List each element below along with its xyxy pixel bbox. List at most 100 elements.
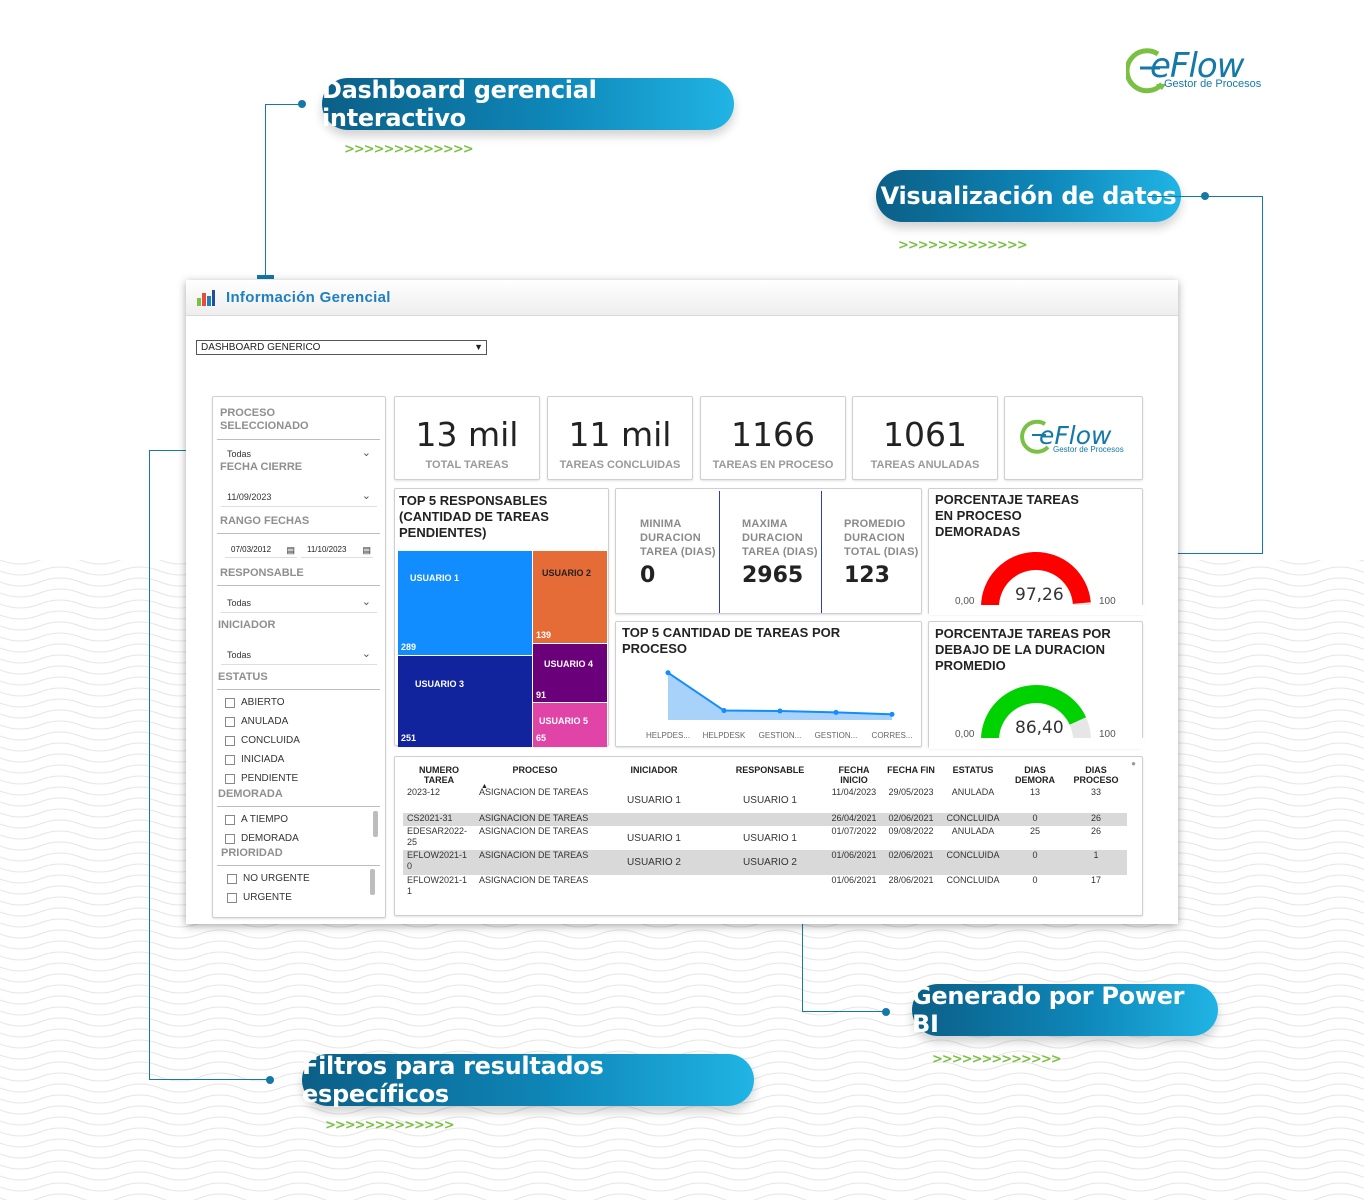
table-cell: 02/06/2021 [888,813,934,823]
checkbox-estatus-4[interactable]: PENDIENTE [225,773,298,784]
rango-to-input[interactable]: 11/10/2023 ▤ [301,542,373,558]
table-row[interactable]: CS2021-31 ASIGNACION DE TAREAS 26/04/2021 0… [403,813,1127,826]
table-cell: 26 [1090,813,1101,823]
chevrons-dashboard: >>>>>>>>>>>>> [344,142,474,157]
rango-from-input[interactable]: 07/03/2012 ▤ [225,542,297,558]
data-point[interactable] [889,711,895,717]
checkbox-estatus-3[interactable]: INICIADA [225,754,284,765]
dashboard-window: Información Gerencial DASHBOARD GENERICO… [186,280,1178,924]
table-cell: EDESAR2022-25 [407,826,468,847]
treemap-value-usuario-2: 139 [536,630,552,640]
eflow-logo-small-name: eFlow [1039,421,1112,450]
area-fill [668,672,892,720]
checkbox-label: INICIADA [241,754,285,765]
gauge-base [929,738,1144,749]
divider [217,806,380,807]
bar-chart-icon [197,289,215,306]
checkbox-box[interactable] [225,716,235,727]
divider [821,491,822,613]
kpi-label: TAREAS EN PROCESO [712,459,834,471]
checkbox-estatus-1[interactable]: ANULADA [225,716,288,727]
data-point[interactable] [777,708,783,714]
table-row[interactable]: EFLOW2021-10 ASIGNACION DE TAREAS USUARIO … [403,850,1127,875]
column-header[interactable]: NUMERO TAREA [419,765,459,785]
chevron-down-icon: ⌄ [361,596,371,608]
scroll-indicator-icon[interactable]: ● [1131,759,1136,768]
column-header[interactable]: RESPONSABLE [735,765,805,775]
table-cell: 25 [1029,826,1040,836]
table-cell: 0 [1032,813,1038,823]
treemap-cell-usuario-2[interactable] [533,551,607,643]
checkbox-label: CONCLUIDA [241,735,300,746]
table-row[interactable]: 2023-12 ASIGNACION DE TAREAS USUARIO 1 USUA… [403,787,1127,813]
scrollbar[interactable] [373,811,378,837]
duration-label: PROMEDIO DURACION TOTAL (DIAS) [844,518,919,558]
fecha-cierre-dropdown[interactable]: 11/09/2023 ⌄ [221,487,377,507]
sort-asc-icon: ▲ [481,783,488,790]
checkbox-demorada-0[interactable]: A TIEMPO [225,814,288,825]
checkbox-prioridad-0[interactable]: NO URGENTE [227,873,310,884]
gauge-debajo-title: PORCENTAJE TAREAS POR DEBAJO DE LA DURAC… [935,626,1111,673]
treemap-title: TOP 5 RESPONSABLES (CANTIDAD DE TAREAS P… [399,493,549,540]
scrollbar[interactable] [370,869,375,895]
checkbox-box[interactable] [225,697,235,708]
checkbox-demorada-1[interactable]: DEMORADA [225,833,299,844]
checkbox-box[interactable] [225,735,235,746]
dashboard-select-value: DASHBOARD GENERICO [201,342,321,353]
checkbox-box[interactable] [227,873,237,884]
table-cell [595,813,713,826]
column-header[interactable]: PROCESO [512,765,558,775]
calendar-icon: ▤ [362,545,371,555]
checkbox-label: ANULADA [241,716,289,727]
treemap-value-usuario-4: 91 [536,690,547,700]
table-cell: CONCLUIDA [946,813,1000,823]
table-row[interactable]: EDESAR2022-25 ASIGNACION DE TAREAS USUARIO… [403,826,1127,850]
checkbox-prioridad-1[interactable]: URGENTE [227,892,292,903]
treemap-cell-usuario-4[interactable] [533,644,607,702]
column-header[interactable]: ESTATUS [952,765,994,775]
table-cell: 0 [1032,850,1038,860]
dashboard-select[interactable]: DASHBOARD GENERICO ▼ [196,340,487,355]
checkbox-box[interactable] [227,892,237,903]
treemap-value-usuario-1: 289 [401,642,417,652]
treemap-cell-usuario-1[interactable] [398,551,532,655]
checkbox-box[interactable] [225,754,235,765]
treemap-cell-usuario-5[interactable] [533,703,607,747]
column-header[interactable]: FECHA FIN [887,765,935,775]
chevrons-powerbi: >>>>>>>>>>>>> [932,1052,1062,1067]
checkbox-box[interactable] [225,833,235,844]
table-cell: ASIGNACION DE TAREAS [479,875,589,885]
column-header[interactable]: DIAS PROCESO [1073,765,1119,785]
iniciador-value: Todas [227,650,252,660]
table-cell: ASIGNACION DE TAREAS [479,826,589,836]
gauge-debajo [929,685,1144,749]
gauge-debajo-min: 0,00 [955,729,975,740]
eflow-logo: eFlow Gestor de Procesos [1124,40,1276,100]
gauge-demoradas-value: 97,26 [1015,585,1064,605]
table-row[interactable]: EFLOW2021-11 ASIGNACION DE TAREAS 01/06/20… [403,875,1127,899]
data-point[interactable] [833,709,839,715]
table-cell: USUARIO 2 [743,857,797,868]
chevron-down-icon: ⌄ [361,648,371,660]
responsable-dropdown[interactable]: Todas ⌄ [221,593,377,613]
data-point[interactable] [721,708,727,714]
treemap-cell-usuario-3[interactable] [398,656,532,747]
table-cell: USUARIO 1 [627,794,681,806]
treemap-card: TOP 5 RESPONSABLES (CANTIDAD DE TAREAS P… [394,488,609,747]
x-tick-label: CORRES... [872,731,913,740]
column-header[interactable]: DIAS DEMORA [1015,765,1055,785]
data-point[interactable] [665,670,671,676]
gauge-fill [981,552,1091,607]
table-cell: ANULADA [951,787,995,797]
column-header[interactable]: INICIADOR [630,765,678,775]
checkbox-estatus-0[interactable]: ABIERTO [225,697,285,708]
table-cell: 09/08/2022 [888,826,934,836]
checkbox-box[interactable] [225,773,235,784]
column-header[interactable]: FECHA INICIO [838,765,870,785]
table-cell [713,875,827,899]
proceso-dropdown[interactable]: Todas ⌄ [221,447,377,461]
checkbox-estatus-2[interactable]: CONCLUIDA [225,735,300,746]
iniciador-dropdown[interactable]: Todas ⌄ [221,645,377,665]
checkbox-box[interactable] [225,814,235,825]
chevron-down-icon: ⌄ [361,490,371,502]
